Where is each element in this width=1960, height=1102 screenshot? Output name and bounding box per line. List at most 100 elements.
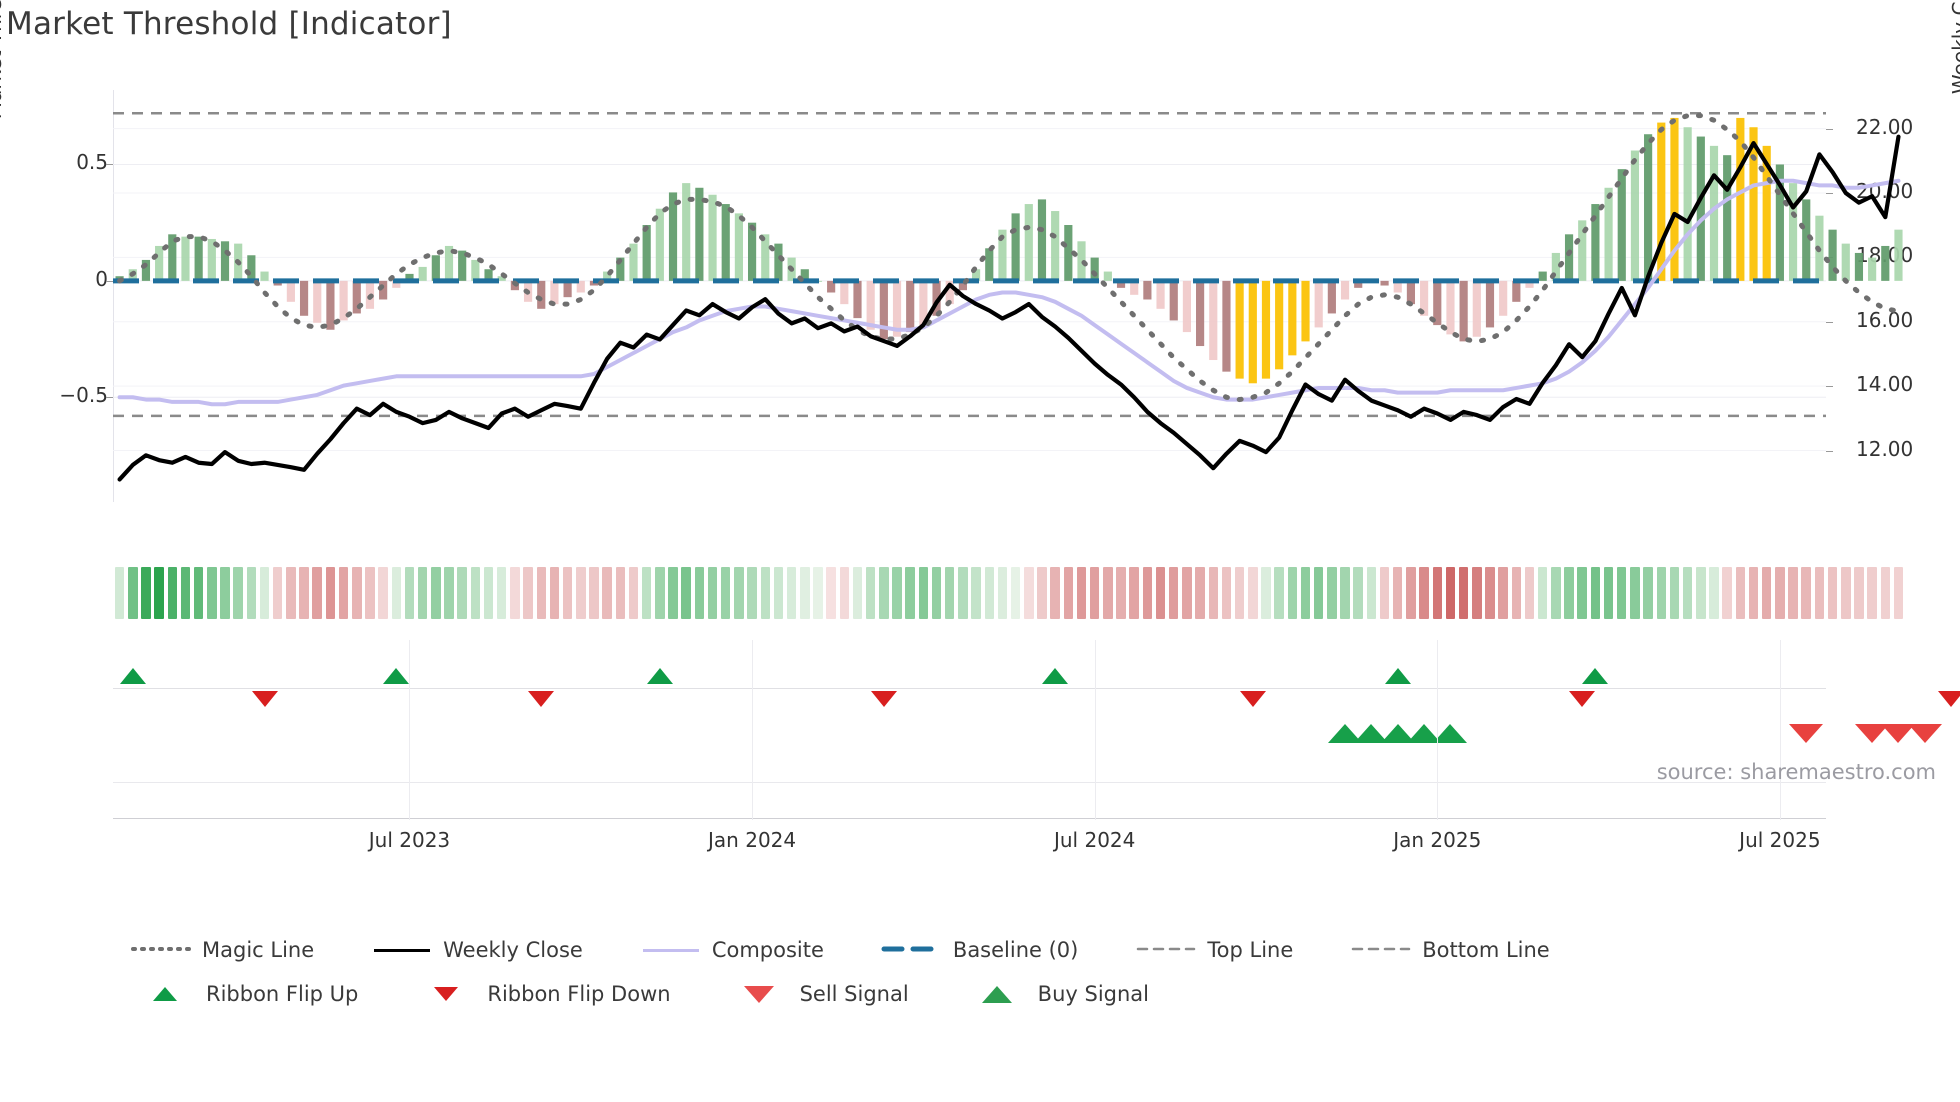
ribbon-bar [1748, 567, 1759, 619]
ribbon-bar [193, 567, 204, 619]
histogram-bar [1762, 145, 1771, 281]
y-tick-mark [1826, 193, 1833, 194]
histogram-bar [774, 243, 783, 281]
ribbon-strip [113, 567, 1904, 619]
legend-item[interactable]: Bottom Line [1352, 938, 1550, 962]
legend-label: Buy Signal [1037, 982, 1149, 1006]
histogram-bar [1327, 280, 1336, 314]
ribbon-bar [1168, 567, 1179, 619]
histogram-bar [418, 266, 427, 281]
y-tick-left: 0 [95, 266, 108, 291]
histogram-bar [1538, 271, 1547, 281]
histogram-bar [1644, 134, 1653, 281]
solid-line-swatch [374, 940, 431, 960]
histogram-bar [1841, 243, 1850, 281]
histogram-bar [655, 208, 664, 281]
histogram-bar [708, 194, 717, 281]
histogram-bar [1182, 280, 1192, 333]
legend-item[interactable]: Buy Signal [969, 982, 1149, 1006]
histogram-bar [1288, 280, 1297, 356]
sell-signal-marker [1855, 724, 1890, 743]
ribbon-bar [1735, 567, 1746, 619]
ribbon-flip-up-marker [646, 668, 673, 684]
histogram-bar [1116, 280, 1126, 288]
histogram-bar [985, 248, 994, 281]
histogram-bar [1525, 280, 1534, 288]
ribbon-bar [1445, 567, 1456, 619]
histogram-bar [958, 280, 967, 291]
y-tick-mark [1826, 386, 1833, 388]
ribbon-bar [1195, 567, 1205, 619]
magic-line [117, 113, 1901, 403]
histogram-bar [1064, 225, 1073, 281]
y-tick-left: 0.5 [76, 150, 108, 175]
y-tick-mark [1826, 450, 1833, 452]
triangle-down-icon [743, 985, 774, 1003]
histogram-bar [260, 271, 269, 281]
ribbon-bar [1893, 567, 1904, 619]
ribbon-bar [1617, 567, 1627, 619]
ribbon-flip-up-marker [383, 668, 410, 684]
composite-line [117, 178, 1901, 407]
ribbon-bar [154, 567, 164, 619]
ribbon-bar [1458, 567, 1469, 619]
legend-item[interactable]: Baseline (0) [881, 938, 1078, 962]
histogram-bar [484, 269, 493, 281]
histogram-bar [1420, 280, 1429, 316]
histogram-bar [642, 225, 651, 281]
ribbon-bar [1261, 567, 1271, 619]
histogram-bar [616, 257, 625, 281]
ribbon-bar [720, 567, 731, 619]
ribbon-bar [852, 567, 863, 619]
ribbon-bar [562, 567, 573, 619]
sell-signal-marker [1907, 724, 1942, 743]
histogram-bar [155, 245, 164, 281]
ribbon-bar [839, 567, 850, 619]
ribbon-bar [786, 567, 797, 619]
y-tick-mark [106, 397, 113, 399]
histogram-bar [629, 243, 638, 281]
histogram-bar [1854, 252, 1864, 281]
ribbon-flip-down-marker [251, 691, 278, 707]
ribbon-flip-down-marker [528, 691, 555, 707]
legend-item[interactable]: Sell Signal [731, 982, 909, 1006]
histogram-bar [497, 276, 506, 281]
histogram-bar [827, 280, 836, 293]
legend-row-1: Magic Line Weekly Close Composite Baseline … [113, 928, 1873, 972]
histogram-bar [1828, 229, 1837, 281]
ribbon-bar [1775, 567, 1785, 619]
ribbon-bar [128, 567, 138, 619]
y-tick-mark [1826, 321, 1833, 323]
ribbon-bar [865, 567, 876, 619]
histogram-bar [141, 259, 151, 281]
x-tick-label: Jan 2024 [708, 828, 797, 852]
ribbon-bar [417, 567, 428, 619]
histogram-bar [1209, 280, 1218, 361]
legend-label: Ribbon Flip Down [487, 982, 671, 1006]
histogram-bar [1499, 280, 1508, 316]
ribbon-bar [944, 567, 955, 619]
ribbon-bar [1419, 567, 1429, 619]
ribbon-bar [299, 567, 309, 619]
histogram-bar [1446, 280, 1455, 335]
legend-item[interactable]: Ribbon Flip Up [137, 982, 358, 1006]
ribbon-bar [1182, 567, 1192, 619]
histogram-bar [379, 280, 388, 300]
ribbon-bar [1010, 567, 1021, 619]
legend-item[interactable]: Composite [642, 938, 824, 962]
legend-item[interactable]: Weekly Close [374, 938, 583, 962]
histogram-bar [945, 280, 954, 305]
chart-legend: Magic Line Weekly Close Composite Baseline … [113, 928, 1873, 1016]
ribbon-bar [114, 567, 125, 619]
y-tick-right: 14.00 [1856, 372, 1914, 397]
legend-item[interactable]: Magic Line [131, 938, 314, 962]
legend-item[interactable]: Ribbon Flip Down [418, 982, 671, 1006]
ribbon-bar [1432, 567, 1443, 619]
ribbon-bar [1511, 567, 1522, 619]
page-title: Market Threshold [Indicator] [6, 6, 452, 42]
legend-item[interactable]: Top Line [1137, 938, 1293, 962]
ribbon-bar [589, 567, 599, 619]
histogram-bar [1406, 280, 1416, 305]
buy-signal-marker [1407, 724, 1442, 743]
ribbon-bar [641, 567, 652, 619]
